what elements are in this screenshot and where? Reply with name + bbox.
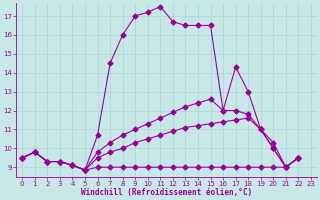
- X-axis label: Windchill (Refroidissement éolien,°C): Windchill (Refroidissement éolien,°C): [81, 188, 252, 197]
